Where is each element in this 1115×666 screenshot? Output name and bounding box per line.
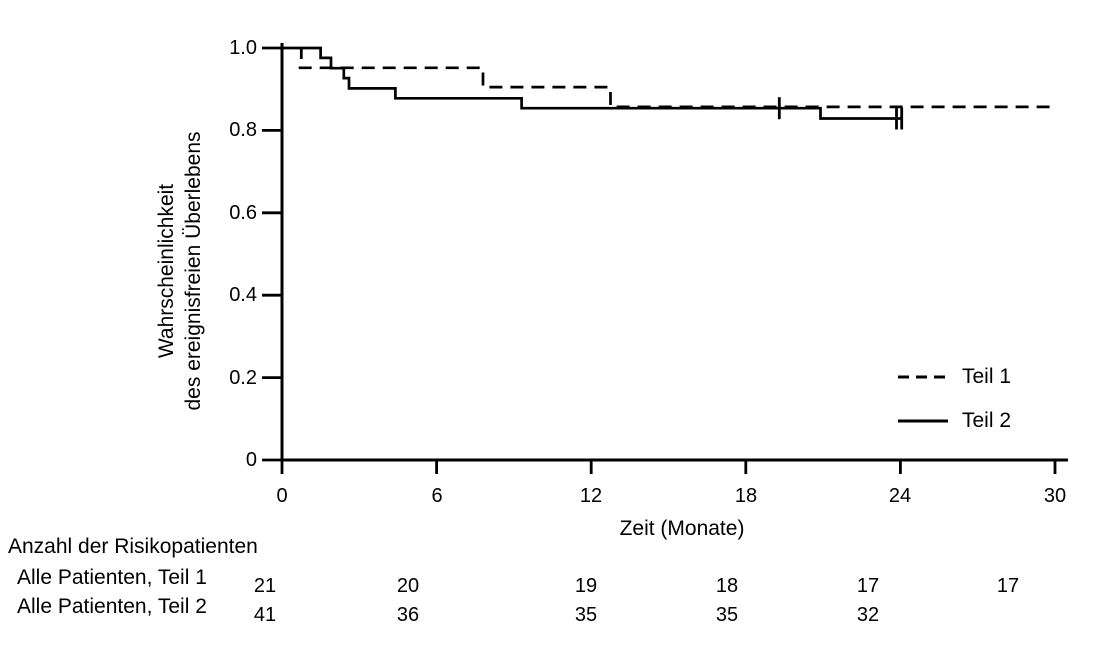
risk-value-row1-m24: 17 [856, 575, 880, 597]
y-tick-label-0.2: 0.2 [229, 367, 257, 389]
series-curve-teil-1 [298, 66, 1055, 109]
y-axis-label-line1: Wahrscheinlichkeit [155, 183, 178, 359]
legend-entry-teil2: Teil 2 [898, 408, 1011, 434]
x-tick-label-18: 18 [734, 485, 758, 507]
risk-value-row2-m6: 36 [396, 604, 420, 626]
x-axis-label: Zeit (Monate) [619, 517, 745, 540]
y-tick-label-0.6: 0.6 [229, 202, 257, 224]
risk-value-row1-m6: 20 [396, 575, 420, 597]
risk-row-label-teil1: Alle Patienten, Teil 1 [17, 566, 207, 589]
y-tick-label-1.0: 1.0 [229, 37, 257, 59]
risk-value-row1-m0: 21 [253, 575, 277, 597]
risk-value-row1-m12: 19 [574, 575, 598, 597]
risk-table-header: Anzahl der Risikopatienten [8, 535, 258, 558]
dashed-line-sample [898, 375, 948, 379]
y-tick-label-0.4: 0.4 [229, 284, 257, 306]
risk-value-row2-m0: 41 [253, 604, 277, 626]
x-tick-label-12: 12 [579, 485, 603, 507]
x-tick-label-6: 6 [431, 485, 443, 507]
y-axis-label: Wahrscheinlichkeit des ereignisfreien Üb… [153, 106, 207, 436]
y-tick-label-0: 0 [245, 449, 257, 471]
axes-spine [280, 43, 1068, 462]
y-tick-label-0.8: 0.8 [229, 119, 257, 141]
risk-value-row2-m24: 32 [856, 604, 880, 626]
legend-label-teil2: Teil 2 [962, 409, 1012, 432]
y-axis-label-line2: des ereignisfreien Überlebens [182, 131, 205, 411]
solid-line-sample [898, 419, 948, 423]
risk-row-label-teil2: Alle Patienten, Teil 2 [17, 595, 207, 618]
risk-value-row2-m12: 35 [574, 604, 598, 626]
risk-value-row1-m30: 17 [996, 575, 1020, 597]
x-tick-label-0: 0 [276, 485, 288, 507]
series-curve-teil-2 [282, 46, 902, 120]
legend-entry-teil1: Teil 1 [898, 364, 1011, 390]
legend-label-teil1: Teil 1 [962, 365, 1012, 388]
x-tick-label-24: 24 [888, 485, 912, 507]
risk-value-row1-m18: 18 [715, 575, 739, 597]
risk-value-row2-m18: 35 [715, 604, 739, 626]
x-tick-label-30: 30 [1043, 485, 1067, 507]
